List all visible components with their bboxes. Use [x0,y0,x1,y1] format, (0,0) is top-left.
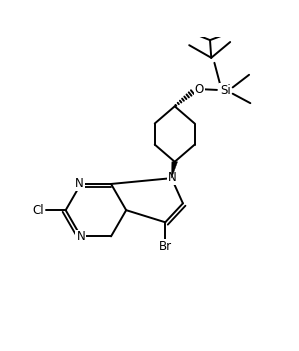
Text: N: N [168,171,177,184]
Text: Si: Si [220,84,231,97]
Text: N: N [77,231,85,244]
Text: Cl: Cl [33,204,44,217]
Text: Br: Br [159,240,172,253]
Text: O: O [195,83,204,96]
Polygon shape [172,162,178,178]
Text: N: N [75,177,84,190]
